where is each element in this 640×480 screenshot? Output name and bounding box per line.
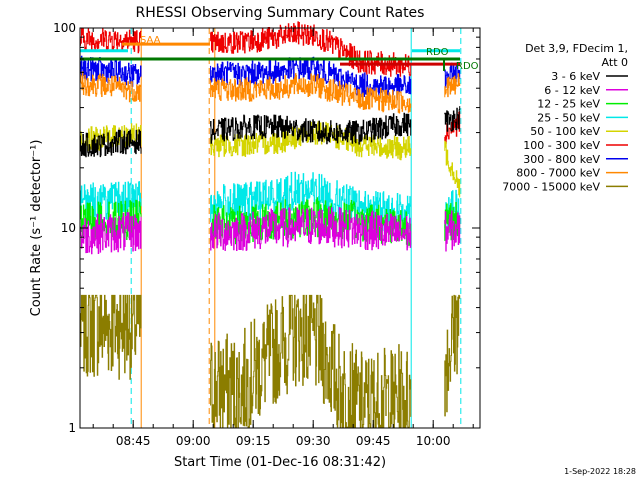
legend-label-1: 6 - 12 keV [544,84,600,97]
legend-label-3: 25 - 50 keV [537,111,600,124]
chart-title: RHESSI Observing Summary Count Rates [136,5,425,21]
series-line-25-50kev-1 [210,171,412,232]
series-line-7000-15000kev-1 [210,294,412,428]
series-line-50-100kev-2 [444,140,461,198]
series-line-3-6kev-0 [80,129,142,158]
legend-label-2: 12 - 25 keV [537,98,600,111]
series-line-6-12kev-2 [444,210,461,252]
annotation-label-1: RDO [426,47,449,58]
legend-header-0: Det 3,9, FDecim 1, [525,42,628,55]
y-axis-label: Count Rate (s⁻¹ detector⁻¹) [29,140,44,317]
series-line-800-7000kev-1 [210,73,412,114]
legend-header-1: Att 0 [602,56,628,69]
legend-label-8: 7000 - 15000 keV [502,180,600,193]
annotation-label-2: RDO [456,61,479,72]
x-tick-label-0: 08:45 [116,434,151,448]
series-line-100-300kev-0 [80,27,142,54]
timestamp: 1-Sep-2022 18:28 [564,467,636,476]
y-axis: 1 10 100 [53,21,480,435]
series-line-6-12kev-1 [210,206,412,251]
x-tick-label-3: 09:30 [296,434,331,448]
x-tick-label-5: 10:00 [416,434,451,448]
x-axis: 08:45 09:00 09:15 09:30 09:45 10:00 [92,28,474,448]
x-tick-label-2: 09:15 [236,434,271,448]
legend-label-0: 3 - 6 keV [551,70,600,83]
plot-area: SAA RDO RDO [79,21,479,428]
series-line-7000-15000kev-2 [444,294,461,417]
series-line-300-800kev-0 [80,55,142,87]
x-tick-label-4: 09:45 [356,434,391,448]
y-tick-label-1: 10 [61,221,76,235]
annotation-label-0: SAA [140,35,161,46]
legend-label-4: 50 - 100 keV [530,125,600,138]
series-line-800-7000kev-2 [444,73,461,98]
series-line-3-6kev-1 [210,112,412,145]
series-line-6-12kev-0 [80,212,142,255]
legend-label-5: 100 - 300 keV [523,139,600,152]
legend-label-6: 300 - 800 keV [523,153,600,166]
series-line-7000-15000kev-0 [80,294,142,380]
legend-label-7: 800 - 7000 keV [516,167,600,180]
series-line-800-7000kev-0 [80,71,142,103]
x-axis-label: Start Time (01-Dec-16 08:31:42) [174,455,386,470]
x-tick-label-1: 09:00 [176,434,211,448]
series-line-100-300kev-1 [210,21,412,77]
y-tick-label-0: 1 [68,421,76,435]
series-line-3-6kev-2 [444,106,461,132]
y-tick-label-2: 100 [53,21,76,35]
